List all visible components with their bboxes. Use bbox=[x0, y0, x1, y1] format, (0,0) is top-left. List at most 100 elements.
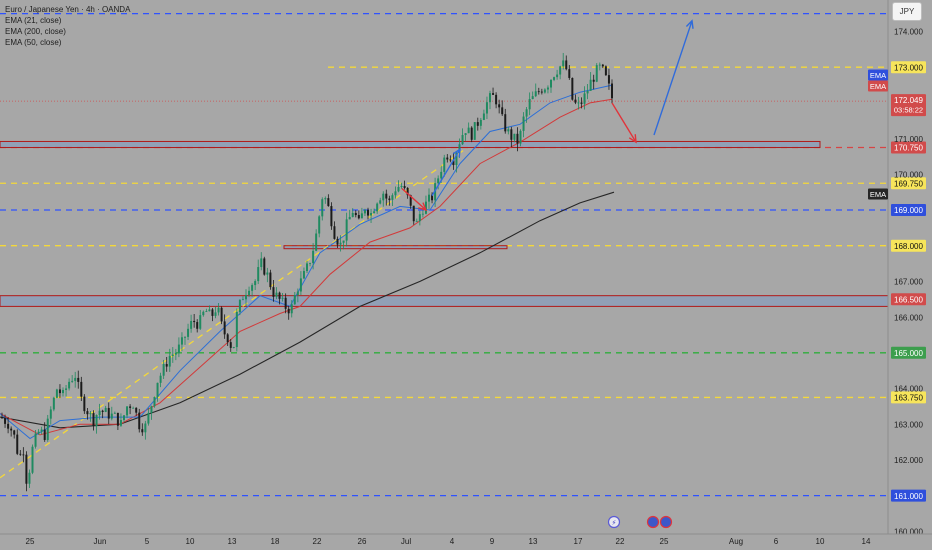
legend-symbol[interactable]: Euro / Japanese Yen · 4h · OANDA bbox=[5, 5, 131, 14]
candle-body bbox=[208, 309, 211, 312]
time-tick-label: 18 bbox=[271, 537, 280, 546]
candle-body bbox=[537, 91, 540, 93]
candle-body bbox=[174, 352, 177, 355]
candle-body bbox=[16, 434, 19, 454]
price-tag-label: 169.750 bbox=[894, 179, 923, 188]
candle-body bbox=[440, 171, 443, 179]
candle-body bbox=[220, 307, 223, 322]
candle-body bbox=[586, 90, 589, 94]
candle-body bbox=[379, 200, 382, 204]
arrow-head bbox=[685, 19, 694, 29]
price-tag-label: 169.000 bbox=[894, 206, 923, 215]
candle-body bbox=[184, 336, 186, 338]
price-tag-bg bbox=[891, 239, 926, 252]
candle-body bbox=[363, 209, 366, 214]
candle-body bbox=[498, 104, 501, 108]
candle-body bbox=[13, 430, 16, 435]
trendline bbox=[0, 148, 466, 479]
candle-body bbox=[52, 397, 55, 410]
legend-ema-200[interactable]: EMA (200, close) bbox=[5, 27, 66, 36]
candle-body bbox=[534, 91, 537, 97]
candle-body bbox=[58, 389, 61, 394]
candlesticks bbox=[1, 52, 613, 492]
arrow-head bbox=[418, 202, 428, 212]
candle-body bbox=[1, 417, 3, 419]
candle-body bbox=[245, 294, 247, 300]
candle-body bbox=[37, 431, 40, 434]
candle-body bbox=[205, 311, 208, 313]
candle-body bbox=[129, 406, 132, 408]
price-tag-bg bbox=[891, 204, 926, 216]
candle-body bbox=[507, 129, 510, 132]
candle-body bbox=[132, 407, 135, 409]
candle-body bbox=[180, 337, 183, 345]
candle-body bbox=[455, 152, 458, 166]
legend-ema-21[interactable]: EMA (21, close) bbox=[5, 16, 62, 25]
candle-body bbox=[324, 198, 327, 200]
candle-body bbox=[269, 272, 272, 288]
candle-body bbox=[546, 87, 549, 90]
candle-body bbox=[595, 65, 598, 82]
legend-ema-50[interactable]: EMA (50, close) bbox=[5, 38, 62, 47]
candle-body bbox=[449, 159, 452, 161]
candle-body bbox=[190, 320, 193, 329]
candle-body bbox=[565, 60, 568, 70]
candle-body bbox=[266, 272, 269, 275]
candle-body bbox=[531, 96, 534, 100]
trendline-line bbox=[0, 148, 466, 479]
price-tick-label: 170.000 bbox=[894, 171, 923, 180]
candle-body bbox=[92, 413, 95, 426]
candle-body bbox=[229, 342, 232, 348]
time-axis[interactable]: 25 Jun 5 10 13 18 22 26 Jul 4 9 13 17 22 25 Aug 6 10 14 bbox=[0, 533, 932, 546]
price-axis[interactable]: 160.000 161.000 162.000 163.000 163.750164.0… bbox=[887, 0, 932, 550]
candle-body bbox=[513, 133, 516, 140]
candle-body bbox=[260, 258, 263, 268]
candle-body bbox=[400, 186, 403, 187]
candle-body bbox=[199, 315, 202, 329]
price-tag-bg bbox=[891, 489, 926, 502]
candle-body bbox=[519, 130, 522, 144]
candle-body bbox=[165, 364, 168, 367]
time-tick-label: 10 bbox=[816, 537, 825, 546]
candle-body bbox=[104, 407, 107, 412]
candle-body bbox=[431, 194, 434, 201]
candle-body bbox=[607, 75, 610, 84]
candle-body bbox=[559, 66, 562, 75]
candle-body bbox=[501, 107, 504, 115]
candle-body bbox=[257, 267, 260, 282]
candle-body bbox=[123, 415, 125, 421]
candle-body bbox=[339, 242, 342, 245]
candle-body bbox=[153, 396, 156, 407]
candle-body bbox=[553, 77, 556, 80]
event-icons[interactable]: ⚡ bbox=[607, 515, 673, 529]
price-tag-bg bbox=[891, 141, 926, 154]
time-tick-label: 22 bbox=[616, 537, 625, 546]
arrow-shaft bbox=[401, 188, 427, 211]
time-tick-label: 5 bbox=[145, 537, 150, 546]
candle-body bbox=[217, 307, 220, 313]
ema-50-line bbox=[0, 98, 613, 436]
candle-body bbox=[397, 186, 400, 192]
candle-body bbox=[473, 122, 476, 140]
candle-body bbox=[516, 133, 519, 144]
price-tag-bg bbox=[891, 391, 926, 404]
candle-body bbox=[510, 129, 513, 140]
candle-body bbox=[348, 216, 351, 220]
candle-body bbox=[495, 94, 498, 105]
candle-body bbox=[162, 364, 165, 376]
price-tag-label: 168.000 bbox=[894, 242, 923, 251]
countdown-label: 03:58:22 bbox=[894, 106, 923, 115]
candle-body bbox=[254, 281, 257, 286]
price-tick-label: 174.000 bbox=[894, 28, 923, 37]
currency-button[interactable]: JPY bbox=[892, 2, 922, 21]
price-tick-label: 166.000 bbox=[894, 313, 923, 322]
candle-body bbox=[580, 102, 583, 104]
candle-body bbox=[446, 157, 449, 160]
candle-body bbox=[357, 215, 360, 219]
candle-body bbox=[382, 193, 385, 201]
candle-body bbox=[168, 355, 171, 367]
candle-body bbox=[458, 144, 461, 153]
candle-body bbox=[287, 308, 290, 314]
